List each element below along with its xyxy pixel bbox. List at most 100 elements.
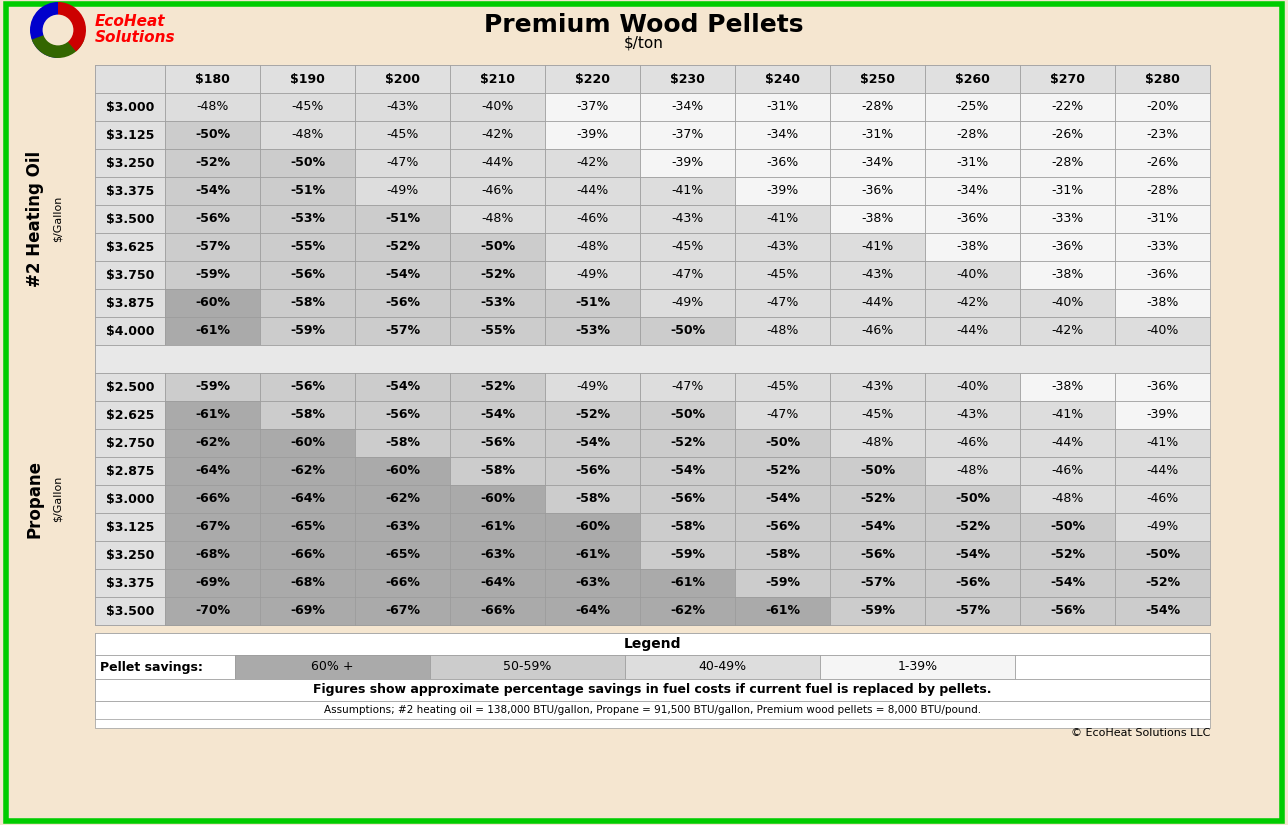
Text: -42%: -42% [957, 296, 989, 309]
Bar [95, 429, 165, 457]
Bar [925, 541, 1020, 569]
Bar [95, 121, 165, 149]
Bar [260, 289, 355, 317]
Bar [925, 569, 1020, 597]
Text: -62%: -62% [194, 436, 231, 450]
Bar [1115, 513, 1209, 541]
Text: -34%: -34% [957, 185, 989, 197]
Bar [450, 261, 545, 289]
Text: -33%: -33% [1146, 241, 1179, 253]
Text: -59%: -59% [290, 324, 325, 337]
Text: -52%: -52% [1050, 549, 1084, 562]
Text: -39%: -39% [766, 185, 799, 197]
Bar [355, 457, 450, 485]
Text: -66%: -66% [480, 605, 515, 617]
Bar [450, 597, 545, 625]
Bar [1115, 373, 1209, 401]
Text: -68%: -68% [290, 577, 325, 590]
Bar [1020, 149, 1115, 177]
Text: -36%: -36% [1051, 241, 1083, 253]
Bar [735, 233, 829, 261]
Text: -34%: -34% [671, 101, 703, 114]
Text: -55%: -55% [290, 241, 325, 253]
Bar [545, 261, 640, 289]
Text: -56%: -56% [954, 577, 990, 590]
Text: -38%: -38% [1146, 296, 1179, 309]
Bar [640, 541, 735, 569]
Text: -36%: -36% [1146, 380, 1179, 394]
Text: -52%: -52% [574, 408, 611, 422]
Text: -62%: -62% [385, 493, 420, 506]
Text: -38%: -38% [1051, 380, 1083, 394]
Bar [829, 541, 925, 569]
Text: -58%: -58% [480, 464, 515, 478]
Text: -50%: -50% [480, 241, 515, 253]
Bar [450, 205, 545, 233]
Text: -59%: -59% [860, 605, 895, 617]
Bar [260, 373, 355, 401]
Text: -66%: -66% [385, 577, 420, 590]
Bar [95, 93, 165, 121]
Text: $180: $180 [194, 73, 231, 86]
Bar [165, 177, 260, 205]
Bar [1020, 485, 1115, 513]
Text: -34%: -34% [862, 157, 894, 169]
Bar [355, 65, 450, 93]
Bar [925, 261, 1020, 289]
Bar [1020, 121, 1115, 149]
Bar [829, 457, 925, 485]
Bar [95, 513, 165, 541]
Text: -49%: -49% [576, 268, 609, 281]
Bar [430, 655, 625, 679]
Text: #2 Heating Oil: #2 Heating Oil [26, 151, 44, 287]
Bar [1020, 569, 1115, 597]
Bar [545, 373, 640, 401]
Bar [450, 541, 545, 569]
Text: -43%: -43% [671, 213, 703, 225]
Bar [640, 513, 735, 541]
Text: -48%: -48% [576, 241, 609, 253]
Bar [829, 149, 925, 177]
Text: -60%: -60% [385, 464, 420, 478]
Text: Figures show approximate percentage savings in fuel costs if current fuel is rep: Figures show approximate percentage savi… [313, 683, 992, 696]
Bar [450, 513, 545, 541]
Bar [1020, 65, 1115, 93]
Text: $3.500: $3.500 [106, 605, 155, 617]
Text: $2.875: $2.875 [106, 464, 155, 478]
Bar [925, 289, 1020, 317]
Bar [640, 597, 735, 625]
Text: -50%: -50% [1050, 521, 1084, 534]
Text: -54%: -54% [1050, 577, 1084, 590]
Bar [260, 485, 355, 513]
Bar [829, 233, 925, 261]
Bar [640, 485, 735, 513]
Text: Propane: Propane [26, 460, 44, 538]
Bar [95, 541, 165, 569]
Text: $2.625: $2.625 [106, 408, 155, 422]
Text: -61%: -61% [194, 324, 231, 337]
Bar [165, 457, 260, 485]
Text: -54%: -54% [765, 493, 800, 506]
Text: -52%: -52% [480, 380, 515, 394]
Text: © EcoHeat Solutions LLC: © EcoHeat Solutions LLC [1070, 728, 1209, 738]
Bar [165, 541, 260, 569]
Bar [735, 513, 829, 541]
Bar [1115, 65, 1209, 93]
Text: -56%: -56% [1050, 605, 1084, 617]
Bar [95, 149, 165, 177]
Bar [829, 485, 925, 513]
Bar [640, 233, 735, 261]
Text: -56%: -56% [765, 521, 800, 534]
Bar [545, 233, 640, 261]
Text: -46%: -46% [1146, 493, 1179, 506]
Text: -70%: -70% [194, 605, 231, 617]
Bar [165, 205, 260, 233]
Bar [450, 65, 545, 93]
Bar [1115, 597, 1209, 625]
Text: $3.125: $3.125 [106, 129, 155, 142]
Text: -54%: -54% [860, 521, 895, 534]
Text: $/Gallon: $/Gallon [53, 476, 63, 522]
Bar [355, 541, 450, 569]
Bar [355, 289, 450, 317]
Text: -67%: -67% [194, 521, 231, 534]
